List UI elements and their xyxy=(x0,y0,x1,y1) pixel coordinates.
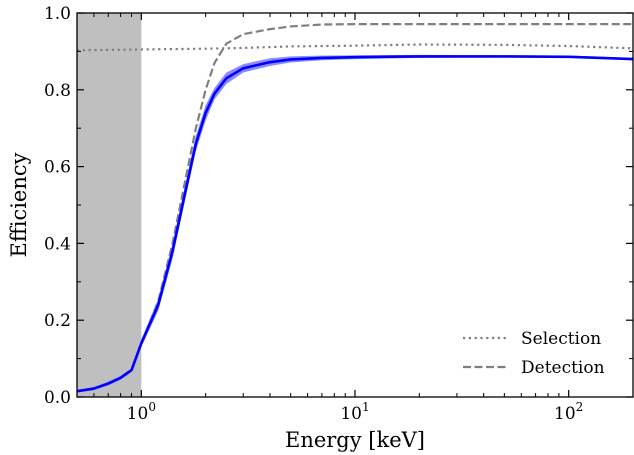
y-tick-label: 0.4 xyxy=(44,234,71,254)
x-tick-label: 100 xyxy=(127,400,156,424)
series-line-efficiency xyxy=(77,55,633,393)
x-axis-label: Energy [keV] xyxy=(285,428,425,452)
legend-label-detection: Detection xyxy=(521,358,605,378)
x-tick-label: 102 xyxy=(554,400,583,424)
legend: Selection Detection xyxy=(463,329,605,378)
x-tick-label: 101 xyxy=(340,400,369,424)
legend-label-selection: Selection xyxy=(521,329,601,349)
plot-clipped-group xyxy=(77,13,633,397)
y-tick-label: 0.6 xyxy=(44,158,71,178)
series-line-selection xyxy=(77,43,633,52)
axis-ticks: 0.0 0.2 0.4 0.6 0.8 1.0 100 101 102 xyxy=(44,4,633,424)
y-axis-label: Efficiency xyxy=(7,152,31,257)
shaded-region xyxy=(77,13,142,397)
y-tick-label: 1.0 xyxy=(44,4,71,24)
y-tick-label: 0.0 xyxy=(44,388,71,408)
plot-area xyxy=(77,13,633,397)
y-tick-label: 0.8 xyxy=(44,81,71,101)
y-tick-label: 0.2 xyxy=(44,311,71,331)
